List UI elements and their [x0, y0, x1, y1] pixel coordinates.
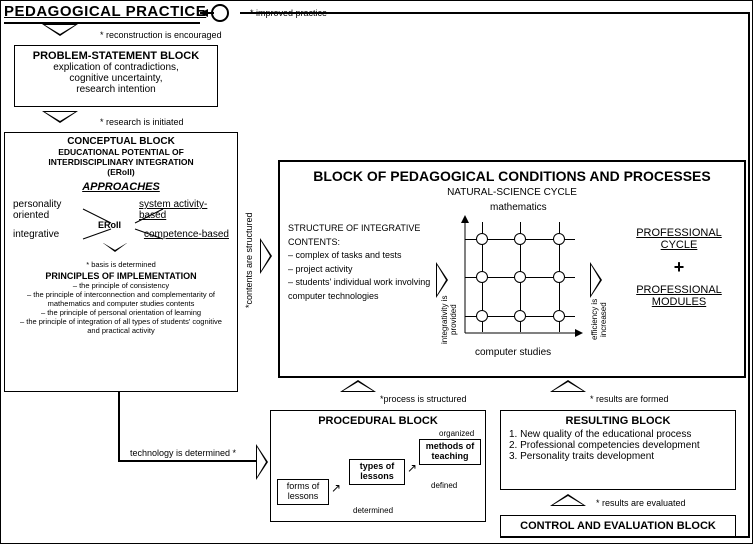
- conceptual-block: CONCEPTUAL BLOCK EDUCATIONAL POTENTIAL O…: [4, 132, 238, 392]
- structure-title: STRUCTURE OF INTEGRATIVE CONTENTS:: [288, 222, 433, 249]
- conceptual-sub1: EDUCATIONAL POTENTIAL OF: [8, 147, 234, 157]
- plus-sign: +: [624, 257, 734, 278]
- problem-l1: explication of contradictions,: [19, 62, 213, 73]
- prof-cycle: PROFESSIONAL CYCLE: [624, 227, 734, 251]
- methods-box: methods of teaching: [419, 439, 481, 465]
- tri-right-tech: [256, 444, 268, 480]
- page-title: PEDAGOGICAL PRACTICE: [4, 3, 206, 20]
- ap-integrative: integrative: [13, 229, 59, 240]
- arrow-2-icon: ↗: [407, 461, 417, 475]
- process-structured-label: *process is structured: [380, 394, 467, 404]
- principles-title: PRINCIPLES OF IMPLEMENTATION: [8, 271, 234, 281]
- resulting-title: RESULTING BLOCK: [509, 415, 727, 427]
- conditions-title: BLOCK OF PEDAGOGICAL CONDITIONS AND PROC…: [286, 168, 738, 184]
- math-label: mathematics: [490, 202, 547, 213]
- grid-icon: [465, 222, 575, 332]
- tech-line-v: [118, 392, 120, 462]
- r3: 3. Personality traits development: [509, 451, 727, 462]
- bottom-line: [500, 536, 750, 538]
- natural-cycle: NATURAL-SCIENCE CYCLE: [286, 187, 738, 198]
- feedback-line: [240, 12, 750, 14]
- control-title: CONTROL AND EVALUATION BLOCK: [520, 520, 716, 532]
- determined-label: determined: [353, 506, 393, 515]
- tri-down-basis: [103, 243, 127, 252]
- p4: – the principle of integration of all ty…: [8, 317, 234, 335]
- defined-label: defined: [431, 481, 457, 490]
- prof-section: PROFESSIONAL CYCLE + PROFESSIONAL MODULE…: [624, 227, 734, 308]
- control-block: CONTROL AND EVALUATION BLOCK: [500, 515, 736, 537]
- tri-up-eval: [550, 494, 586, 506]
- procedural-title: PROCEDURAL BLOCK: [275, 415, 481, 427]
- s1: – complex of tasks and tests: [288, 249, 433, 263]
- tri-right-1: [260, 238, 272, 274]
- p2: – the principle of interconnection and c…: [8, 290, 234, 308]
- r2: 2. Professional competencies development: [509, 440, 727, 451]
- results-evaluated-label: * results are evaluated: [596, 498, 686, 508]
- organized-label: organized: [439, 429, 474, 438]
- problem-block: PROBLEM-STATEMENT BLOCK explication of c…: [14, 45, 218, 107]
- ap-personality: personality oriented: [13, 199, 68, 221]
- tech-line-h: [118, 460, 258, 462]
- title-underline: [4, 22, 200, 24]
- tri-down-1: [42, 24, 78, 36]
- title-text: PEDAGOGICAL PRACTICE: [4, 3, 206, 20]
- tech-determined-label: technology is determined *: [130, 448, 236, 458]
- right-border-line: [748, 12, 750, 537]
- procedural-block: PROCEDURAL BLOCK forms of lessons types …: [270, 410, 486, 522]
- integrativity-label: integrativity is provided: [440, 282, 458, 357]
- forms-box: forms of lessons: [277, 479, 329, 505]
- tri-down-2: [42, 111, 78, 123]
- approaches-title: APPROACHES: [8, 181, 234, 193]
- basis-label: * basis is determined: [8, 260, 234, 269]
- p3: – the principle of personal orientation …: [8, 308, 234, 317]
- s2: – project activity: [288, 263, 433, 277]
- conceptual-sub2: INTERDISCIPLINARY INTEGRATION: [8, 157, 234, 167]
- resulting-block: RESULTING BLOCK 1. New quality of the ed…: [500, 410, 736, 490]
- prof-modules: PROFESSIONAL MODULES: [624, 284, 734, 308]
- p1: – the principle of consistency: [8, 281, 234, 290]
- reconstruction-label: * reconstruction is encouraged: [100, 30, 222, 40]
- arrow-1-icon: ↗: [331, 481, 341, 495]
- results-formed-label: * results are formed: [590, 394, 669, 404]
- problem-title: PROBLEM-STATEMENT BLOCK: [19, 50, 213, 62]
- r1: 1. New quality of the educational proces…: [509, 429, 727, 440]
- tri-up-results: [550, 380, 586, 392]
- efficiency-label: efficiency is increased: [590, 282, 608, 357]
- problem-l2: cognitive uncertainty,: [19, 73, 213, 84]
- cs-label: computer studies: [475, 347, 551, 358]
- tri-up-process: [340, 380, 376, 392]
- conceptual-sub3: (ERoII): [8, 167, 234, 177]
- feedback-icon: [200, 3, 240, 23]
- structure-list: STRUCTURE OF INTEGRATIVE CONTENTS: – com…: [288, 222, 433, 303]
- contents-structured-label: *contents are structured: [244, 195, 254, 325]
- s3: – students' individual work involving co…: [288, 276, 433, 303]
- research-initiated-label: * research is initiated: [100, 117, 184, 127]
- conceptual-title: CONCEPTUAL BLOCK: [8, 136, 234, 147]
- problem-l3: research intention: [19, 84, 213, 95]
- types-box: types of lessons: [349, 459, 405, 485]
- conditions-block: BLOCK OF PEDAGOGICAL CONDITIONS AND PROC…: [278, 160, 746, 378]
